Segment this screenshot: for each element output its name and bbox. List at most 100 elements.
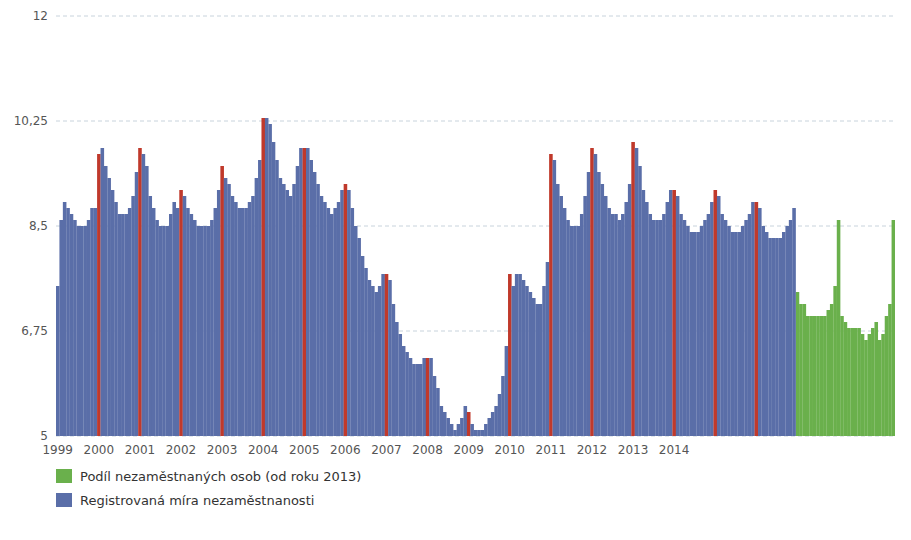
legend: Podíl nezaměstnaných osob (od roku 2013)… (56, 469, 361, 508)
bar (124, 214, 128, 436)
bar (190, 214, 194, 436)
bar (703, 220, 707, 436)
x-tick-label: 2011 (536, 443, 567, 457)
bar (73, 220, 77, 436)
bar (70, 214, 74, 436)
bar (525, 286, 529, 436)
bar (241, 208, 245, 436)
bar (803, 304, 807, 436)
bar (758, 208, 762, 436)
bar (371, 286, 375, 436)
bar (857, 328, 861, 436)
bar (714, 190, 718, 436)
bar (443, 412, 447, 436)
bar (337, 202, 341, 436)
bar (570, 226, 574, 436)
bar (491, 412, 495, 436)
bar (323, 202, 327, 436)
grid-line (56, 121, 895, 122)
grid (56, 16, 895, 436)
bar (785, 226, 789, 436)
bar (453, 430, 457, 436)
bar (66, 208, 70, 436)
bar (481, 430, 485, 436)
bar (107, 178, 111, 436)
bar (782, 232, 786, 436)
bar (460, 418, 464, 436)
bar (765, 232, 769, 436)
y-tick-label: 5 (40, 429, 48, 443)
bar (539, 304, 543, 436)
bar (772, 238, 776, 436)
bar (344, 184, 348, 436)
bar (833, 286, 837, 436)
bar (422, 358, 426, 436)
bar (515, 274, 519, 436)
bar (614, 214, 618, 436)
bar (844, 322, 848, 436)
bar (809, 316, 813, 436)
bar (854, 328, 858, 436)
bar (200, 226, 204, 436)
bar (494, 406, 498, 436)
bar (635, 148, 639, 436)
bar (436, 388, 440, 436)
bar (94, 208, 98, 436)
bar (683, 220, 687, 436)
bar (351, 208, 355, 436)
bar (285, 190, 289, 436)
x-tick-label: 2007 (371, 443, 402, 457)
bar (522, 280, 526, 436)
bar (477, 430, 481, 436)
chart: 56,758,510,25121999200020012002200320042… (0, 0, 911, 540)
bar (731, 232, 735, 436)
bar (628, 184, 632, 436)
bar (210, 220, 214, 436)
bar (724, 220, 728, 436)
bar (813, 316, 817, 436)
bar (487, 418, 491, 436)
bars (56, 118, 895, 436)
x-tick-label: 2008 (412, 443, 443, 457)
bar (429, 358, 433, 436)
bar (268, 124, 272, 436)
x-tick-label: 2014 (659, 443, 690, 457)
bar (104, 166, 108, 436)
bar (768, 238, 772, 436)
bar (799, 304, 803, 436)
bar (583, 196, 587, 436)
bar (508, 274, 512, 436)
bar (450, 424, 454, 436)
bar (412, 364, 416, 436)
bar (518, 274, 522, 436)
bar (827, 310, 831, 436)
bar (779, 238, 783, 436)
bar (56, 286, 60, 436)
bar (532, 298, 536, 436)
x-tick-label: 2013 (618, 443, 649, 457)
bar (227, 184, 231, 436)
bar (101, 148, 105, 436)
bar (207, 226, 211, 436)
bar (645, 202, 649, 436)
bar (183, 196, 187, 436)
bar (734, 232, 738, 436)
bar (395, 322, 399, 436)
bar (881, 334, 885, 436)
bar (885, 316, 889, 436)
bar (892, 220, 895, 436)
bar (559, 196, 563, 436)
bar (237, 208, 241, 436)
bar (638, 166, 642, 436)
bar (148, 196, 152, 436)
bar (131, 196, 135, 436)
bar (234, 202, 238, 436)
bar (744, 220, 748, 436)
bar (426, 358, 430, 436)
x-tick-label: 2005 (289, 443, 320, 457)
bar (604, 196, 608, 436)
grid-line (56, 16, 895, 17)
y-tick-label: 10,25 (14, 114, 48, 128)
bar (686, 226, 690, 436)
bar (830, 304, 834, 436)
